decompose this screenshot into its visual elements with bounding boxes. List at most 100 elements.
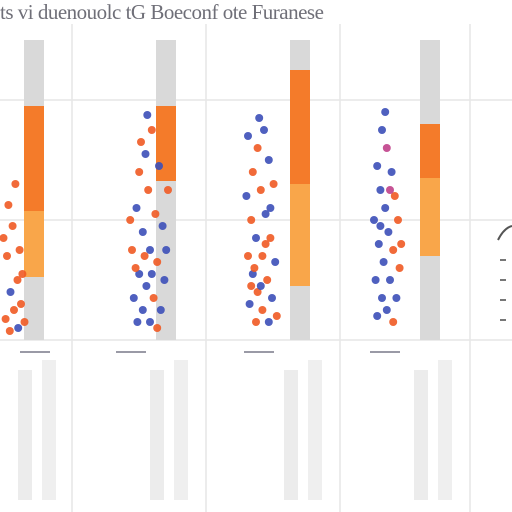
- data-point: [376, 222, 385, 230]
- data-point: [386, 276, 394, 284]
- data-point: [138, 306, 147, 314]
- bar-segment: [420, 256, 440, 340]
- data-point: [373, 162, 382, 170]
- data-point: [263, 276, 272, 284]
- data-point: [132, 204, 141, 212]
- data-point: [252, 318, 260, 326]
- data-point: [389, 246, 398, 254]
- data-point: [147, 126, 156, 134]
- data-point: [387, 168, 396, 176]
- data-point: [271, 258, 280, 266]
- data-point: [144, 186, 153, 194]
- data-point: [269, 180, 278, 188]
- data-point: [151, 210, 160, 218]
- bar-segment: [420, 178, 440, 256]
- data-point: [14, 324, 23, 332]
- bar-segment: [290, 184, 310, 286]
- data-point: [395, 264, 404, 272]
- data-point: [128, 246, 136, 254]
- bar-segment: [156, 40, 176, 106]
- data-point: [258, 306, 267, 314]
- lower-bar: [150, 370, 164, 500]
- bar-segment: [290, 70, 310, 184]
- data-point: [155, 162, 163, 170]
- lower-bar: [174, 360, 188, 500]
- data-point: [244, 132, 252, 140]
- data-point: [153, 258, 162, 266]
- bar-segment: [156, 181, 176, 340]
- data-point: [18, 270, 27, 278]
- data-point: [137, 138, 145, 146]
- data-point: [382, 306, 391, 314]
- data-point: [381, 108, 390, 116]
- data-point: [253, 144, 262, 152]
- data-point: [131, 264, 140, 272]
- data-point: [143, 111, 152, 119]
- bar-segment: [420, 40, 440, 124]
- data-point: [142, 282, 151, 290]
- data-point: [138, 228, 147, 236]
- data-point: [389, 318, 398, 326]
- data-point: [5, 327, 14, 335]
- data-point: [248, 270, 257, 278]
- data-point: [242, 192, 251, 200]
- data-point: [6, 288, 15, 296]
- lower-bar: [438, 360, 452, 500]
- data-point: [250, 264, 259, 272]
- data-point: [272, 312, 281, 320]
- data-point: [255, 114, 264, 122]
- data-point: [147, 270, 156, 278]
- data-point: [261, 240, 270, 248]
- data-point: [390, 192, 399, 200]
- data-point: [374, 240, 383, 248]
- data-point: [8, 222, 17, 230]
- data-point: [266, 234, 275, 242]
- data-point: [11, 180, 20, 188]
- chart-title: ts vi duenouolc tG Boeconf ote Furanese: [0, 0, 324, 24]
- bar-segment: [156, 106, 176, 181]
- data-point: [133, 318, 142, 326]
- data-point: [244, 252, 252, 260]
- data-point: [381, 204, 390, 212]
- data-point: [1, 315, 10, 323]
- bar-segment: [290, 40, 310, 70]
- data-point: [378, 294, 386, 302]
- data-point: [268, 294, 276, 302]
- data-point: [158, 222, 167, 230]
- data-point: [245, 300, 254, 308]
- bar-segment: [290, 286, 310, 340]
- data-point: [126, 216, 135, 224]
- bar-segment: [24, 40, 44, 106]
- data-point: [264, 318, 273, 326]
- data-point: [162, 246, 171, 254]
- data-point: [378, 126, 386, 134]
- data-point: [384, 228, 393, 236]
- data-point: [140, 252, 149, 260]
- data-point: [160, 276, 169, 284]
- data-point: [253, 288, 262, 296]
- data-point: [153, 324, 162, 332]
- data-point: [0, 234, 8, 242]
- data-point: [258, 252, 267, 260]
- lower-bar: [18, 370, 32, 500]
- data-point: [264, 156, 273, 164]
- bar-segment: [420, 124, 440, 178]
- data-point: [129, 294, 138, 302]
- data-point: [20, 318, 29, 326]
- axis-arc: [497, 225, 512, 241]
- bar-segment: [24, 277, 44, 340]
- data-point: [256, 282, 265, 290]
- data-point: [260, 126, 268, 134]
- data-point: [394, 216, 402, 224]
- data-point: [248, 168, 257, 176]
- data-point: [141, 150, 150, 158]
- data-point: [397, 240, 406, 248]
- data-point: [247, 216, 256, 224]
- data-point: [379, 258, 388, 266]
- data-point: [13, 276, 22, 284]
- bar-segment: [24, 211, 44, 277]
- bar-segment: [24, 106, 44, 211]
- data-point: [156, 306, 165, 314]
- data-point: [376, 186, 385, 194]
